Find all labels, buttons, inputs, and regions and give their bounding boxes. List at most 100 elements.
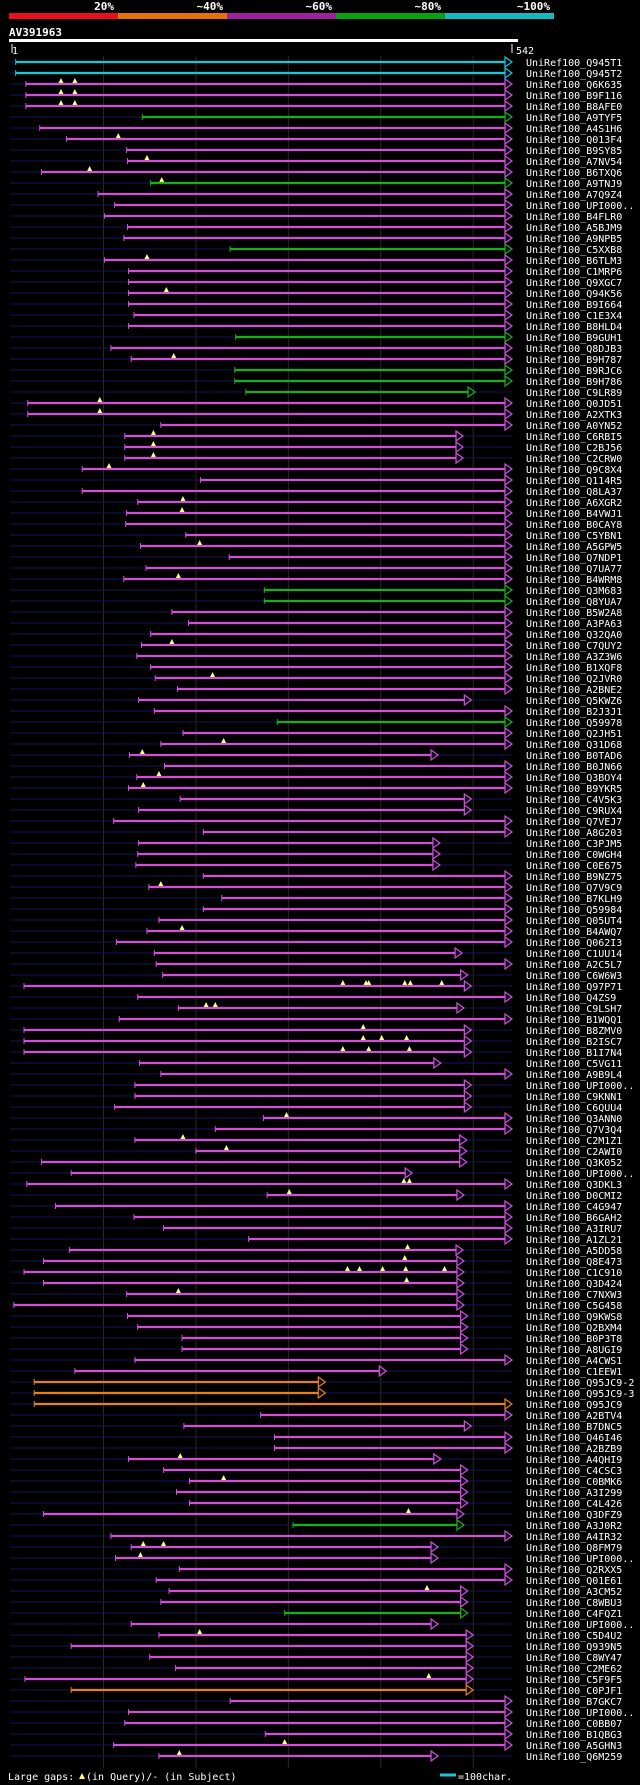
hit-label[interactable]: UniRef100_D0CMI2 xyxy=(526,1191,622,1202)
hit-label[interactable]: UniRef100_A2BTV4 xyxy=(526,1411,622,1422)
hit-label[interactable]: UniRef100_B4AWQ7 xyxy=(526,927,622,938)
hit-label[interactable]: UniRef100_C0BB07 xyxy=(526,1719,622,1730)
hit-label[interactable]: UniRef100_B9GUH1 xyxy=(526,333,622,344)
hit-label[interactable]: UniRef100_A3PA63 xyxy=(526,619,622,630)
hit-label[interactable]: UniRef100_Q945T2 xyxy=(526,69,622,80)
hit-label[interactable]: UniRef100_C1C910 xyxy=(526,1268,622,1279)
hit-label[interactable]: UniRef100_Q7UA77 xyxy=(526,564,622,575)
hit-label[interactable]: UniRef100_A4CWS1 xyxy=(526,1356,622,1367)
hit-label[interactable]: UniRef100_B8HLD4 xyxy=(526,322,622,333)
hit-label[interactable]: UniRef100_Q8YUA7 xyxy=(526,597,622,608)
hit-label[interactable]: UniRef100_C0WGH4 xyxy=(526,850,622,861)
hit-label[interactable]: UniRef100_C6QUU4 xyxy=(526,1103,622,1114)
hit-label[interactable]: UniRef100_C6W6W3 xyxy=(526,971,622,982)
hit-label[interactable]: UniRef100_C5D4U2 xyxy=(526,1631,622,1642)
hit-label[interactable]: UniRef100_B6TLM3 xyxy=(526,256,622,267)
hit-label[interactable]: UniRef100_B0TAD6 xyxy=(526,751,622,762)
hit-label[interactable]: UniRef100_B1XQF8 xyxy=(526,663,622,674)
hit-label[interactable]: UniRef100_C8WY47 xyxy=(526,1653,622,1664)
hit-label[interactable]: UniRef100_B2J3J1 xyxy=(526,707,622,718)
hit-label[interactable]: UniRef100_C9LR89 xyxy=(526,388,622,399)
hit-label[interactable]: UniRef100_Q2RXX5 xyxy=(526,1565,622,1576)
hit-label[interactable]: UniRef100_C0E675 xyxy=(526,861,622,872)
hit-label[interactable]: UniRef100_A8UGI9 xyxy=(526,1345,622,1356)
hit-label[interactable]: UniRef100_C2ME62 xyxy=(526,1664,622,1675)
hit-label[interactable]: UniRef100_B9I664 xyxy=(526,300,622,311)
hit-label[interactable]: UniRef100_Q7V9C9 xyxy=(526,883,622,894)
hit-label[interactable]: UniRef100_C2AWI0 xyxy=(526,1147,622,1158)
hit-label[interactable]: UniRef100_Q95JC9-2 xyxy=(526,1378,634,1389)
hit-label[interactable]: UniRef100_A3I299 xyxy=(526,1488,622,1499)
hit-label[interactable]: UniRef100_Q7VEJ7 xyxy=(526,817,622,828)
hit-label[interactable]: UniRef100_A0YN52 xyxy=(526,421,622,432)
hit-label[interactable]: UniRef100_A3CM52 xyxy=(526,1587,622,1598)
hit-label[interactable]: UniRef100_Q062I3 xyxy=(526,938,622,949)
hit-label[interactable]: UniRef100_A5DD58 xyxy=(526,1246,622,1257)
hit-label[interactable]: UniRef100_C1MRP6 xyxy=(526,267,622,278)
hit-label[interactable]: UniRef100_UPI000.. xyxy=(526,1081,634,1092)
hit-label[interactable]: UniRef100_C8WBU3 xyxy=(526,1598,622,1609)
hit-label[interactable]: UniRef100_UPI000.. xyxy=(526,1620,634,1631)
hit-label[interactable]: UniRef100_Q05UT4 xyxy=(526,916,622,927)
hit-label[interactable]: UniRef100_A3J0R2 xyxy=(526,1521,622,1532)
hit-label[interactable]: UniRef100_A9TNJ9 xyxy=(526,179,622,190)
hit-label[interactable]: UniRef100_A2BZB9 xyxy=(526,1444,622,1455)
hit-label[interactable]: UniRef100_B4VWJ1 xyxy=(526,509,622,520)
hit-label[interactable]: UniRef100_Q9XGC7 xyxy=(526,278,622,289)
hit-label[interactable]: UniRef100_UPI000.. xyxy=(526,201,634,212)
hit-label[interactable]: UniRef100_C5G458 xyxy=(526,1301,622,1312)
hit-label[interactable]: UniRef100_UPI000.. xyxy=(526,1708,634,1719)
hit-label[interactable]: UniRef100_B9NZ75 xyxy=(526,872,622,883)
hit-label[interactable]: UniRef100_A4S1H6 xyxy=(526,124,622,135)
hit-label[interactable]: UniRef100_B7DNC5 xyxy=(526,1422,622,1433)
hit-label[interactable]: UniRef100_C3PJM5 xyxy=(526,839,622,850)
hit-label[interactable]: UniRef100_C1UU14 xyxy=(526,949,622,960)
hit-label[interactable]: UniRef100_A9B9L4 xyxy=(526,1070,622,1081)
hit-label[interactable]: UniRef100_C4FQZ1 xyxy=(526,1609,622,1620)
hit-label[interactable]: UniRef100_A3Z3W6 xyxy=(526,652,622,663)
hit-label[interactable]: UniRef100_Q95JC9-3 xyxy=(526,1389,634,1400)
hit-label[interactable]: UniRef100_UPI000.. xyxy=(526,1169,634,1180)
hit-label[interactable]: UniRef100_B4WRM8 xyxy=(526,575,622,586)
hit-label[interactable]: UniRef100_C5F9F5 xyxy=(526,1675,622,1686)
hit-label[interactable]: UniRef100_C7NXW3 xyxy=(526,1290,622,1301)
hit-label[interactable]: UniRef100_B6GAH2 xyxy=(526,1213,622,1224)
hit-label[interactable]: UniRef100_C1E3X4 xyxy=(526,311,622,322)
hit-label[interactable]: UniRef100_C2M1Z1 xyxy=(526,1136,622,1147)
hit-label[interactable]: UniRef100_Q9KWS8 xyxy=(526,1312,622,1323)
hit-label[interactable]: UniRef100_B7GKC7 xyxy=(526,1697,622,1708)
hit-label[interactable]: UniRef100_Q8DJB3 xyxy=(526,344,622,355)
hit-label[interactable]: UniRef100_Q3DFZ9 xyxy=(526,1510,622,1521)
hit-label[interactable]: UniRef100_Q94K56 xyxy=(526,289,622,300)
hit-label[interactable]: UniRef100_A4QHI9 xyxy=(526,1455,622,1466)
hit-label[interactable]: UniRef100_A9NPB5 xyxy=(526,234,622,245)
hit-label[interactable]: UniRef100_C1EEW1 xyxy=(526,1367,622,1378)
hit-label[interactable]: UniRef100_A3IRU7 xyxy=(526,1224,622,1235)
hit-label[interactable]: UniRef100_Q013F4 xyxy=(526,135,622,146)
hit-label[interactable]: UniRef100_B9YKR5 xyxy=(526,784,622,795)
hit-label[interactable]: UniRef100_Q32QA0 xyxy=(526,630,622,641)
hit-label[interactable]: UniRef100_Q5KWZ6 xyxy=(526,696,622,707)
hit-label[interactable]: UniRef100_B1QBG3 xyxy=(526,1730,622,1741)
hit-label[interactable]: UniRef100_C0BMK6 xyxy=(526,1477,622,1488)
hit-label[interactable]: UniRef100_B0JN66 xyxy=(526,762,622,773)
hit-label[interactable]: UniRef100_C6RBI5 xyxy=(526,432,622,443)
hit-label[interactable]: UniRef100_B9SY85 xyxy=(526,146,622,157)
hit-label[interactable]: UniRef100_A2XTK3 xyxy=(526,410,622,421)
hit-label[interactable]: UniRef100_Q95JC9 xyxy=(526,1400,622,1411)
hit-label[interactable]: UniRef100_Q114R5 xyxy=(526,476,622,487)
hit-label[interactable]: UniRef100_C0PJF1 xyxy=(526,1686,622,1697)
hit-label[interactable]: UniRef100_Q2BXM4 xyxy=(526,1323,622,1334)
hit-label[interactable]: UniRef100_Q3DKL3 xyxy=(526,1180,622,1191)
hit-label[interactable]: UniRef100_Q6K635 xyxy=(526,80,622,91)
hit-label[interactable]: UniRef100_C5XXB8 xyxy=(526,245,622,256)
hit-label[interactable]: UniRef100_Q3D424 xyxy=(526,1279,622,1290)
hit-label[interactable]: UniRef100_Q939N5 xyxy=(526,1642,622,1653)
hit-label[interactable]: UniRef100_Q8FM79 xyxy=(526,1543,622,1554)
hit-label[interactable]: UniRef100_C4CSC3 xyxy=(526,1466,622,1477)
hit-label[interactable]: UniRef100_B0CAY8 xyxy=(526,520,622,531)
hit-label[interactable]: UniRef100_C9KNN1 xyxy=(526,1092,622,1103)
hit-label[interactable]: UniRef100_A1ZL21 xyxy=(526,1235,622,1246)
hit-label[interactable]: UniRef100_B2ISC7 xyxy=(526,1037,622,1048)
hit-label[interactable]: UniRef100_B0P3T8 xyxy=(526,1334,622,1345)
